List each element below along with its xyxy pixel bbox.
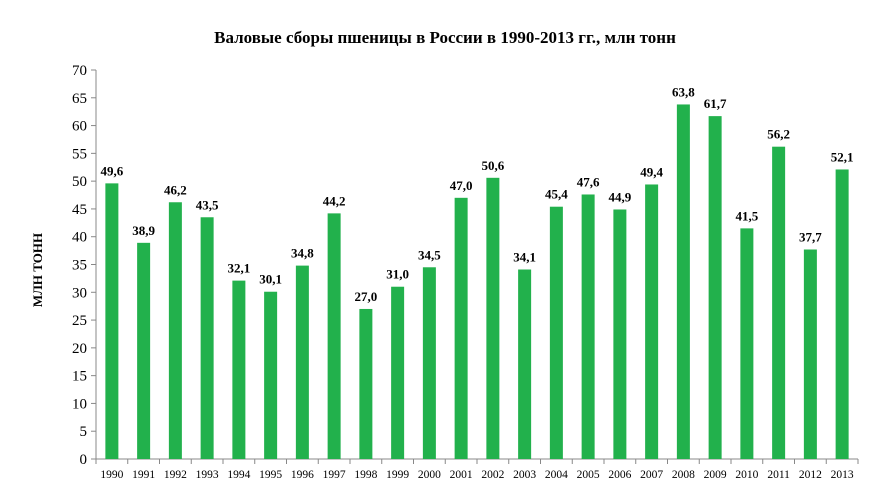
data-label-1992: 46,2 [164, 182, 187, 197]
data-label-1991: 38,9 [132, 223, 155, 238]
bar-1998 [359, 308, 373, 459]
bar-2012 [803, 249, 817, 459]
data-label-2001: 47,0 [450, 178, 473, 193]
bar-2009 [708, 116, 722, 460]
bar-2011 [772, 146, 786, 459]
data-label-1998: 27,0 [355, 289, 378, 304]
x-tick-label-2004: 2004 [545, 469, 568, 481]
y-tick-label: 25 [72, 313, 87, 329]
x-tick-label-2003: 2003 [513, 469, 536, 481]
y-tick-label: 55 [72, 146, 87, 162]
data-label-2012: 37,7 [799, 229, 822, 244]
bar-2003 [518, 269, 532, 459]
bar-1993 [200, 217, 214, 459]
bar-1992 [168, 202, 182, 459]
bar-1996 [295, 265, 309, 459]
bar-2013 [835, 169, 849, 460]
x-tick-label-1997: 1997 [323, 469, 346, 481]
data-label-1994: 32,1 [228, 261, 251, 276]
y-tick-label: 35 [72, 258, 87, 274]
bar-1999 [391, 286, 405, 459]
y-tick-label: 15 [72, 369, 87, 385]
data-label-2004: 45,4 [545, 187, 568, 202]
y-tick-label: 50 [72, 174, 87, 190]
data-label-1993: 43,5 [196, 197, 219, 212]
x-tick-label-2012: 2012 [799, 469, 822, 481]
data-label-2011: 56,2 [767, 127, 790, 142]
chart-title: Валовые сборы пшеницы в России в 1990-20… [214, 28, 676, 47]
data-label-2007: 49,4 [640, 164, 663, 179]
x-tick-label-2009: 2009 [704, 469, 727, 481]
data-label-2006: 44,9 [609, 189, 632, 204]
x-tick-label-2006: 2006 [608, 469, 631, 481]
data-label-1990: 49,6 [101, 163, 124, 178]
bar-2001 [454, 197, 468, 460]
bar-1997 [327, 213, 341, 459]
data-label-1995: 30,1 [259, 272, 282, 287]
x-tick-label-1990: 1990 [100, 469, 123, 481]
bar-2010 [740, 228, 754, 459]
x-tick-label-1998: 1998 [354, 469, 377, 481]
y-tick-label: 45 [72, 202, 87, 218]
bar-2000 [422, 267, 436, 459]
data-label-1999: 31,0 [386, 267, 409, 282]
data-label-2008: 63,8 [672, 84, 695, 99]
x-tick-label-2002: 2002 [481, 469, 504, 481]
data-label-2003: 34,1 [513, 250, 536, 265]
x-tick-label-2011: 2011 [767, 469, 790, 481]
data-label-2010: 41,5 [736, 208, 759, 223]
y-tick-label: 0 [80, 452, 88, 468]
bar-1994 [232, 280, 246, 459]
bar-1995 [264, 291, 278, 459]
data-label-2002: 50,6 [482, 158, 505, 173]
x-tick-label-2000: 2000 [418, 469, 441, 481]
bar-2008 [676, 104, 690, 459]
bar-2006 [613, 209, 627, 459]
x-tick-label-2010: 2010 [735, 469, 758, 481]
y-tick-label: 60 [72, 119, 87, 135]
data-label-2005: 47,6 [577, 174, 600, 189]
data-label-1997: 44,2 [323, 193, 346, 208]
bar-2004 [549, 206, 563, 459]
x-tick-label-1992: 1992 [164, 469, 187, 481]
x-tick-label-1996: 1996 [291, 469, 314, 481]
y-tick-label: 70 [72, 63, 87, 79]
x-tick-label-1995: 1995 [259, 469, 282, 481]
y-tick-label: 65 [72, 91, 87, 107]
y-tick-label: 20 [72, 341, 87, 357]
x-tick-label-2007: 2007 [640, 469, 663, 481]
bar-2005 [581, 194, 595, 460]
x-tick-label-1999: 1999 [386, 469, 409, 481]
data-label-1996: 34,8 [291, 246, 314, 261]
x-tick-label-2005: 2005 [577, 469, 600, 481]
x-tick-label-1991: 1991 [132, 469, 155, 481]
x-tick-label-2013: 2013 [831, 469, 854, 481]
data-label-2009: 61,7 [704, 96, 727, 111]
x-tick-label-2008: 2008 [672, 469, 695, 481]
x-tick-label-1993: 1993 [196, 469, 219, 481]
data-label-2013: 52,1 [831, 149, 854, 164]
y-tick-label: 40 [72, 230, 87, 246]
x-tick-label-2001: 2001 [450, 469, 473, 481]
bar-2007 [645, 184, 659, 459]
data-label-2000: 34,5 [418, 247, 441, 262]
y-tick-label: 5 [80, 424, 88, 440]
bar-1991 [137, 242, 151, 459]
y-tick-label: 10 [72, 396, 87, 412]
bar-2002 [486, 177, 500, 459]
x-tick-label-1994: 1994 [227, 469, 250, 481]
y-tick-label: 30 [72, 285, 87, 301]
bar-1990 [105, 183, 119, 459]
